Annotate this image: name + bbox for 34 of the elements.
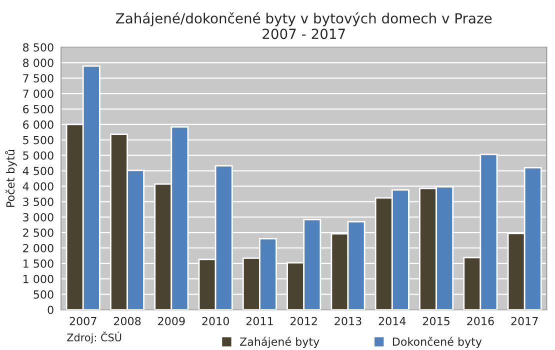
x-tick-label: 2010 <box>202 316 229 326</box>
x-tick-label: 2009 <box>158 316 185 326</box>
x-tick-label: 2013 <box>334 316 362 326</box>
y-tick-label: 0 <box>48 306 54 314</box>
x-tick-label: 2014 <box>378 316 406 326</box>
chart-title: Zahájené/dokončené byty v bytových domech v Praze 2007 - 2017 <box>116 12 492 40</box>
y-tick-label: 2 000 <box>23 244 54 252</box>
y-tick-label: 1 500 <box>24 259 54 268</box>
x-tick-label: 2017 <box>511 316 538 326</box>
y-tick-label: 8 500 <box>23 43 54 52</box>
y-tick-label: 2 500 <box>23 228 54 237</box>
y-tick-label: 4 000 <box>22 182 54 191</box>
y-tick-label: 500 <box>34 290 54 299</box>
y-tick-label: 6 500 <box>23 104 54 114</box>
y-tick-label: 7 500 <box>23 74 54 83</box>
x-tick-label: 2007 <box>70 316 96 326</box>
legend-label: Dokončené byty <box>392 336 482 348</box>
x-tick-label: 2011 <box>246 316 273 326</box>
y-tick-label: 3 500 <box>23 198 54 206</box>
y-tick-label: 5 500 <box>23 136 54 144</box>
x-tick-label: 2015 <box>422 316 450 326</box>
x-tick-label: 2016 <box>467 316 494 326</box>
y-tick-label: 4 500 <box>22 166 54 176</box>
legend-label: Zahájené byty <box>240 336 320 348</box>
y-tick-label: 5 000 <box>23 151 54 160</box>
y-axis-title: Počet bytů <box>5 150 17 207</box>
y-tick-label: 8 000 <box>23 58 54 68</box>
y-tick-label: 7 000 <box>23 90 54 98</box>
x-tick-label: 2012 <box>290 316 317 326</box>
y-tick-label: 1 000 <box>24 274 54 284</box>
x-tick-label: 2008 <box>114 316 141 326</box>
text: Zdroj: ČSÚ <box>67 332 122 344</box>
y-tick-label: 6 000 <box>23 120 54 129</box>
y-tick-label: 3 000 <box>23 213 54 222</box>
